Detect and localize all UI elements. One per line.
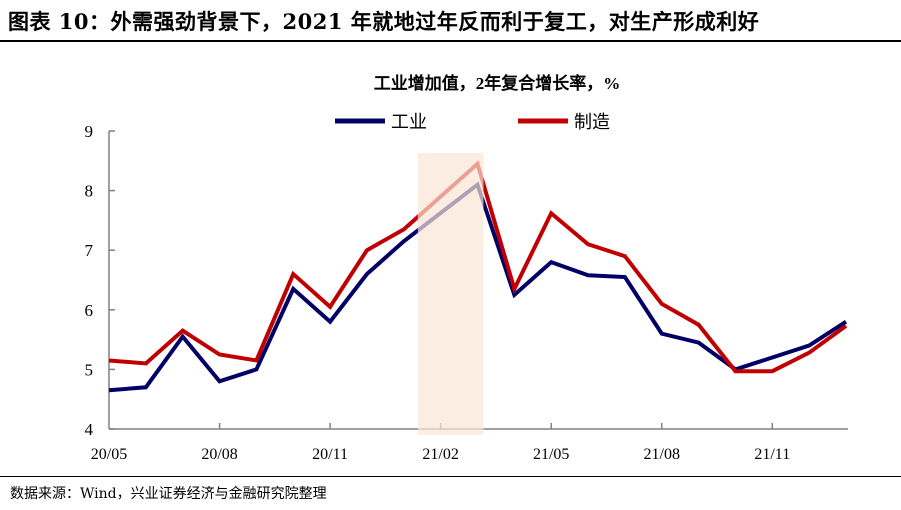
- series-lines: [108, 160, 848, 393]
- y-tick-label: 4: [85, 420, 94, 439]
- legend: 工业 制造: [335, 112, 610, 132]
- highlight-rect: [417, 153, 484, 435]
- line-chart: 工业增加值，2年复合增长率，% 工业 制造 4 5 6 7 8 9 20/05 20/08 20/…: [85, 73, 848, 463]
- x-tick-label: 21/02: [422, 446, 458, 463]
- y-tick-label: 9: [85, 122, 94, 141]
- series-line-manufacturing: [108, 160, 848, 374]
- y-tick-label: 8: [85, 182, 94, 201]
- x-tick-label: 21/11: [754, 446, 790, 463]
- x-tick-label: 20/11: [312, 446, 348, 463]
- legend-label: 制造: [574, 112, 610, 132]
- figure-title: 图表 10：外需强劲背景下，2021 年就地过年反而利于复工，对生产形成利好: [8, 9, 760, 34]
- highlight-band: [417, 153, 484, 435]
- title-divider: [0, 40, 901, 42]
- footer-divider: [0, 476, 901, 477]
- legend-label: 工业: [391, 112, 427, 132]
- x-tick-label: 20/08: [201, 446, 237, 463]
- x-tick-label: 21/05: [533, 446, 569, 463]
- source-note: 数据来源：Wind，兴业证券经济与金融研究院整理: [10, 486, 327, 502]
- y-tick-label: 6: [85, 301, 94, 320]
- y-tick-label: 5: [85, 360, 94, 379]
- y-tick-label: 7: [85, 241, 94, 260]
- chart-title: 工业增加值，2年复合增长率，%: [374, 73, 621, 93]
- x-tick-label: 20/05: [91, 446, 127, 463]
- x-tick-label: 21/08: [644, 446, 680, 463]
